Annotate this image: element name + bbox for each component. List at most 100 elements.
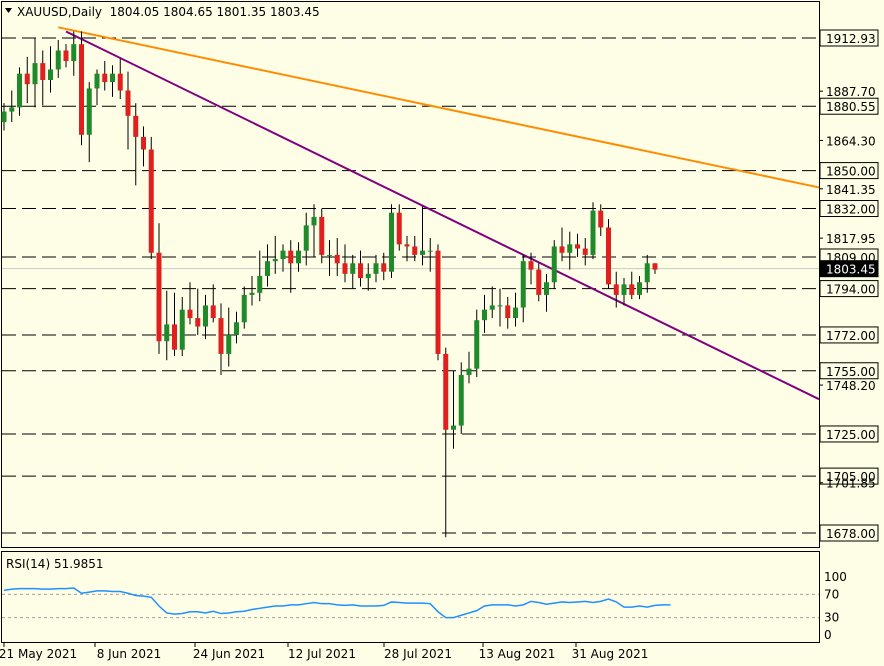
bear-candle <box>334 238 340 276</box>
symbol-header: XAUUSD,Daily 1804.05 1804.65 1801.35 180… <box>17 5 320 19</box>
bull-candle <box>590 202 596 260</box>
bull-candle <box>544 273 549 312</box>
bull-candle <box>257 250 263 302</box>
bear-candle <box>358 250 363 287</box>
bull-candle <box>32 37 38 108</box>
price-tag-label: 1880.55 <box>826 100 876 114</box>
price-tag-box <box>819 97 879 115</box>
price-tag-box <box>819 524 879 542</box>
time-axis-label: 28 Jul 2021 <box>384 647 452 661</box>
candle-body <box>24 73 30 85</box>
price-axis-label: 1817.95 <box>826 232 876 246</box>
bear-candle <box>443 347 449 538</box>
rsi-panel[interactable] <box>1 551 820 643</box>
candle-body <box>404 244 410 247</box>
bull-candle <box>365 263 371 291</box>
candle-body <box>381 263 387 272</box>
candle-body <box>443 353 449 430</box>
rsi-header: RSI(14) 51.9851 <box>6 557 104 571</box>
bull-candle <box>249 275 255 306</box>
price-tag-box <box>819 29 879 47</box>
bear-candle <box>412 235 418 262</box>
bull-candle <box>350 254 356 289</box>
bull-candle <box>71 31 77 76</box>
candle-body <box>637 282 642 295</box>
triangle-down-icon[interactable] <box>5 8 12 13</box>
candle-body <box>466 368 472 375</box>
candle-body <box>458 374 464 426</box>
bear-candle <box>396 204 402 251</box>
candle-body <box>505 305 511 319</box>
price-tag-box <box>819 467 879 485</box>
candle-body <box>234 322 239 335</box>
bear-candle <box>172 292 177 357</box>
candle-body <box>420 250 425 255</box>
bull-candle <box>389 204 394 279</box>
candle-body <box>334 254 340 264</box>
rsi-axis-label: 30 <box>824 611 839 625</box>
candle-body <box>218 318 224 354</box>
rsi-indicator: 100 70 30 0 <box>2 570 847 642</box>
bull-candle <box>644 254 650 293</box>
candle-body <box>148 149 154 253</box>
price-tag-label: 1725.00 <box>826 428 876 442</box>
candle-body <box>48 69 53 80</box>
candle-body <box>133 115 139 137</box>
candle-body <box>17 73 22 108</box>
bull-candle <box>373 254 379 283</box>
time-axis-label: 13 Aug 2021 <box>479 647 556 661</box>
candle-body <box>86 88 92 135</box>
candles <box>1 31 658 538</box>
candle-body <box>280 250 286 260</box>
candle-body <box>412 246 418 255</box>
bull-candle <box>311 204 317 257</box>
bear-candle <box>40 50 46 106</box>
price-tag: 1772.00 <box>819 326 879 344</box>
bull-candle <box>9 90 15 123</box>
price-tag: 1705.00 <box>819 467 879 485</box>
rsi-axis-label: 0 <box>824 628 832 642</box>
candle-body <box>71 44 77 62</box>
bear-candle <box>141 126 146 167</box>
bear-candle <box>536 263 542 302</box>
candle-body <box>536 269 542 295</box>
trendlines[interactable] <box>58 26 820 401</box>
rsi-line <box>3 587 671 619</box>
candle-body <box>652 263 658 270</box>
price-tag-label: 1912.93 <box>826 32 876 46</box>
candle-body <box>272 259 278 262</box>
bear-candle <box>404 235 410 262</box>
trendline-orange[interactable] <box>58 26 820 189</box>
candle-body <box>94 73 100 89</box>
bear-candle <box>63 44 69 68</box>
bear-candle <box>125 71 131 150</box>
bull-candle <box>179 297 185 357</box>
price-tag-label: 1832.00 <box>826 203 876 217</box>
bear-candle <box>187 282 193 325</box>
time-axis-label: 12 Jul 2021 <box>288 647 356 661</box>
bull-candle <box>458 362 464 434</box>
candle-body <box>559 246 565 253</box>
bull-candle <box>296 242 301 272</box>
candle-body <box>435 250 441 354</box>
candle-body <box>582 248 588 255</box>
bear-candle <box>582 238 588 266</box>
bull-candle <box>621 278 627 306</box>
price-tag-box <box>819 326 879 344</box>
candle-body <box>489 305 495 310</box>
candle-body <box>55 50 61 70</box>
candle-body <box>102 73 108 83</box>
trendline-purple[interactable] <box>65 30 820 401</box>
price-tag-label: 1772.00 <box>826 329 876 343</box>
bull-candle <box>164 290 170 361</box>
candle-body <box>288 250 294 264</box>
bull-candle <box>265 244 270 287</box>
candle-body <box>172 324 177 350</box>
candle-body <box>327 254 332 256</box>
candle-body <box>373 263 379 274</box>
candle-body <box>141 136 146 150</box>
bull-candle <box>55 39 61 78</box>
price-tag-label: 1803.45 <box>826 263 876 277</box>
price-tag: 1850.00 <box>819 162 879 180</box>
